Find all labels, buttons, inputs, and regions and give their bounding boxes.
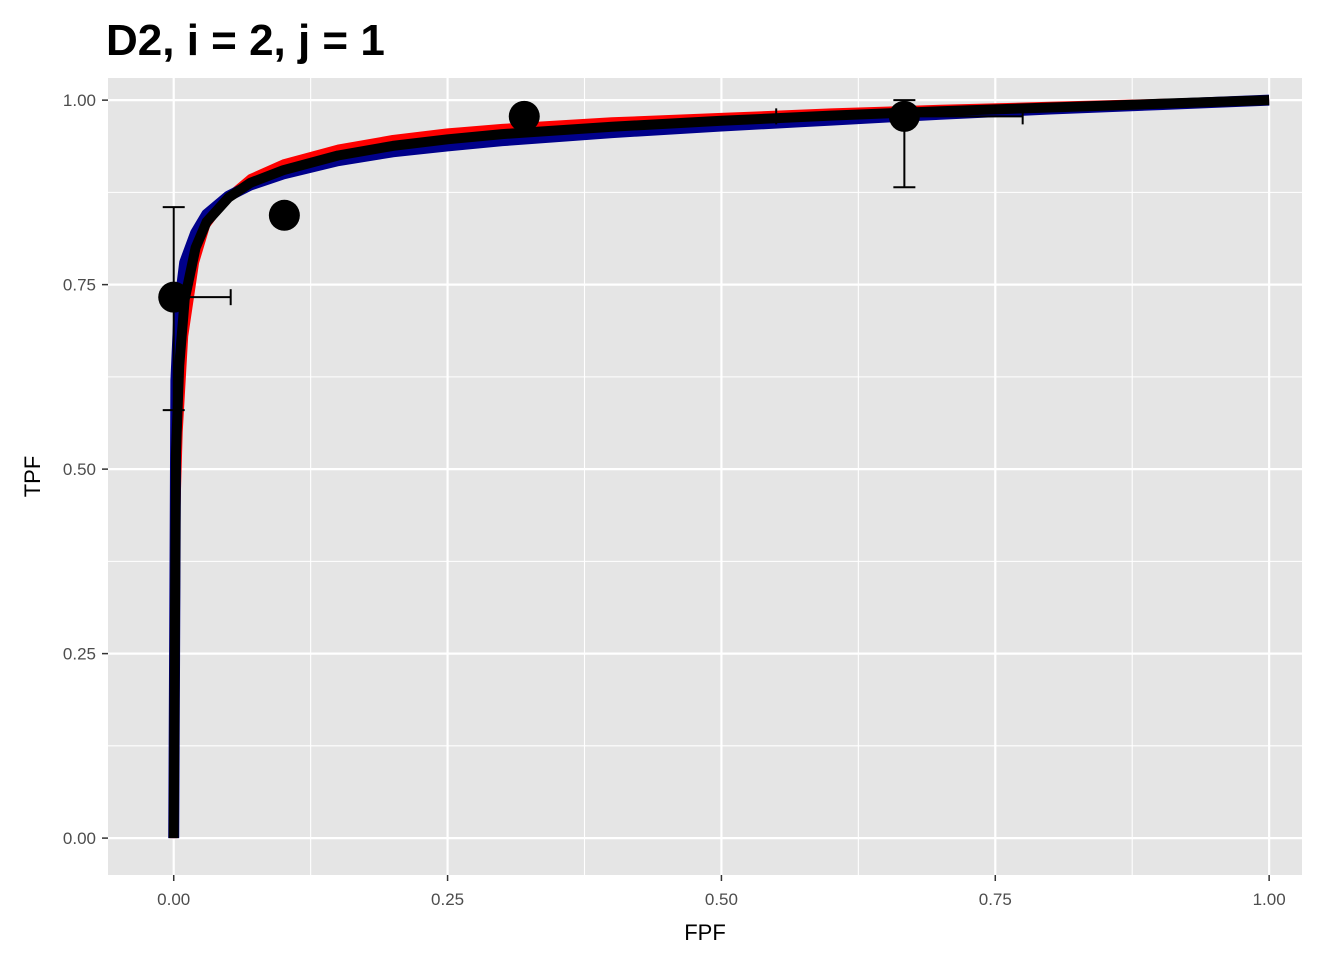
y-tick-label: 0.25	[63, 645, 96, 664]
x-tick-label: 1.00	[1253, 890, 1286, 909]
plot-panel	[108, 78, 1302, 875]
y-tick-label: 1.00	[63, 91, 96, 110]
x-tick-label: 0.00	[157, 890, 190, 909]
major-gridlines	[108, 78, 1302, 875]
operating-point	[888, 100, 920, 132]
x-tick-label: 0.50	[705, 890, 738, 909]
y-tick-label: 0.00	[63, 829, 96, 848]
operating-point	[508, 100, 540, 132]
x-axis: 0.00 0.25 0.50 0.75 1.00	[157, 875, 1286, 909]
y-tick-label: 0.75	[63, 276, 96, 295]
x-tick-label: 0.25	[431, 890, 464, 909]
operating-point	[268, 199, 300, 231]
y-tick-label: 0.50	[63, 460, 96, 479]
minor-gridlines	[108, 78, 1302, 875]
y-axis: 0.00 0.25 0.50 0.75 1.00	[63, 91, 108, 848]
y-axis-title: TPF	[20, 456, 45, 498]
x-tick-label: 0.75	[979, 890, 1012, 909]
chart-title: D2, i = 2, j = 1	[106, 16, 385, 65]
operating-point	[158, 281, 190, 313]
operating-points	[158, 100, 920, 313]
x-axis-title: FPF	[684, 920, 726, 945]
